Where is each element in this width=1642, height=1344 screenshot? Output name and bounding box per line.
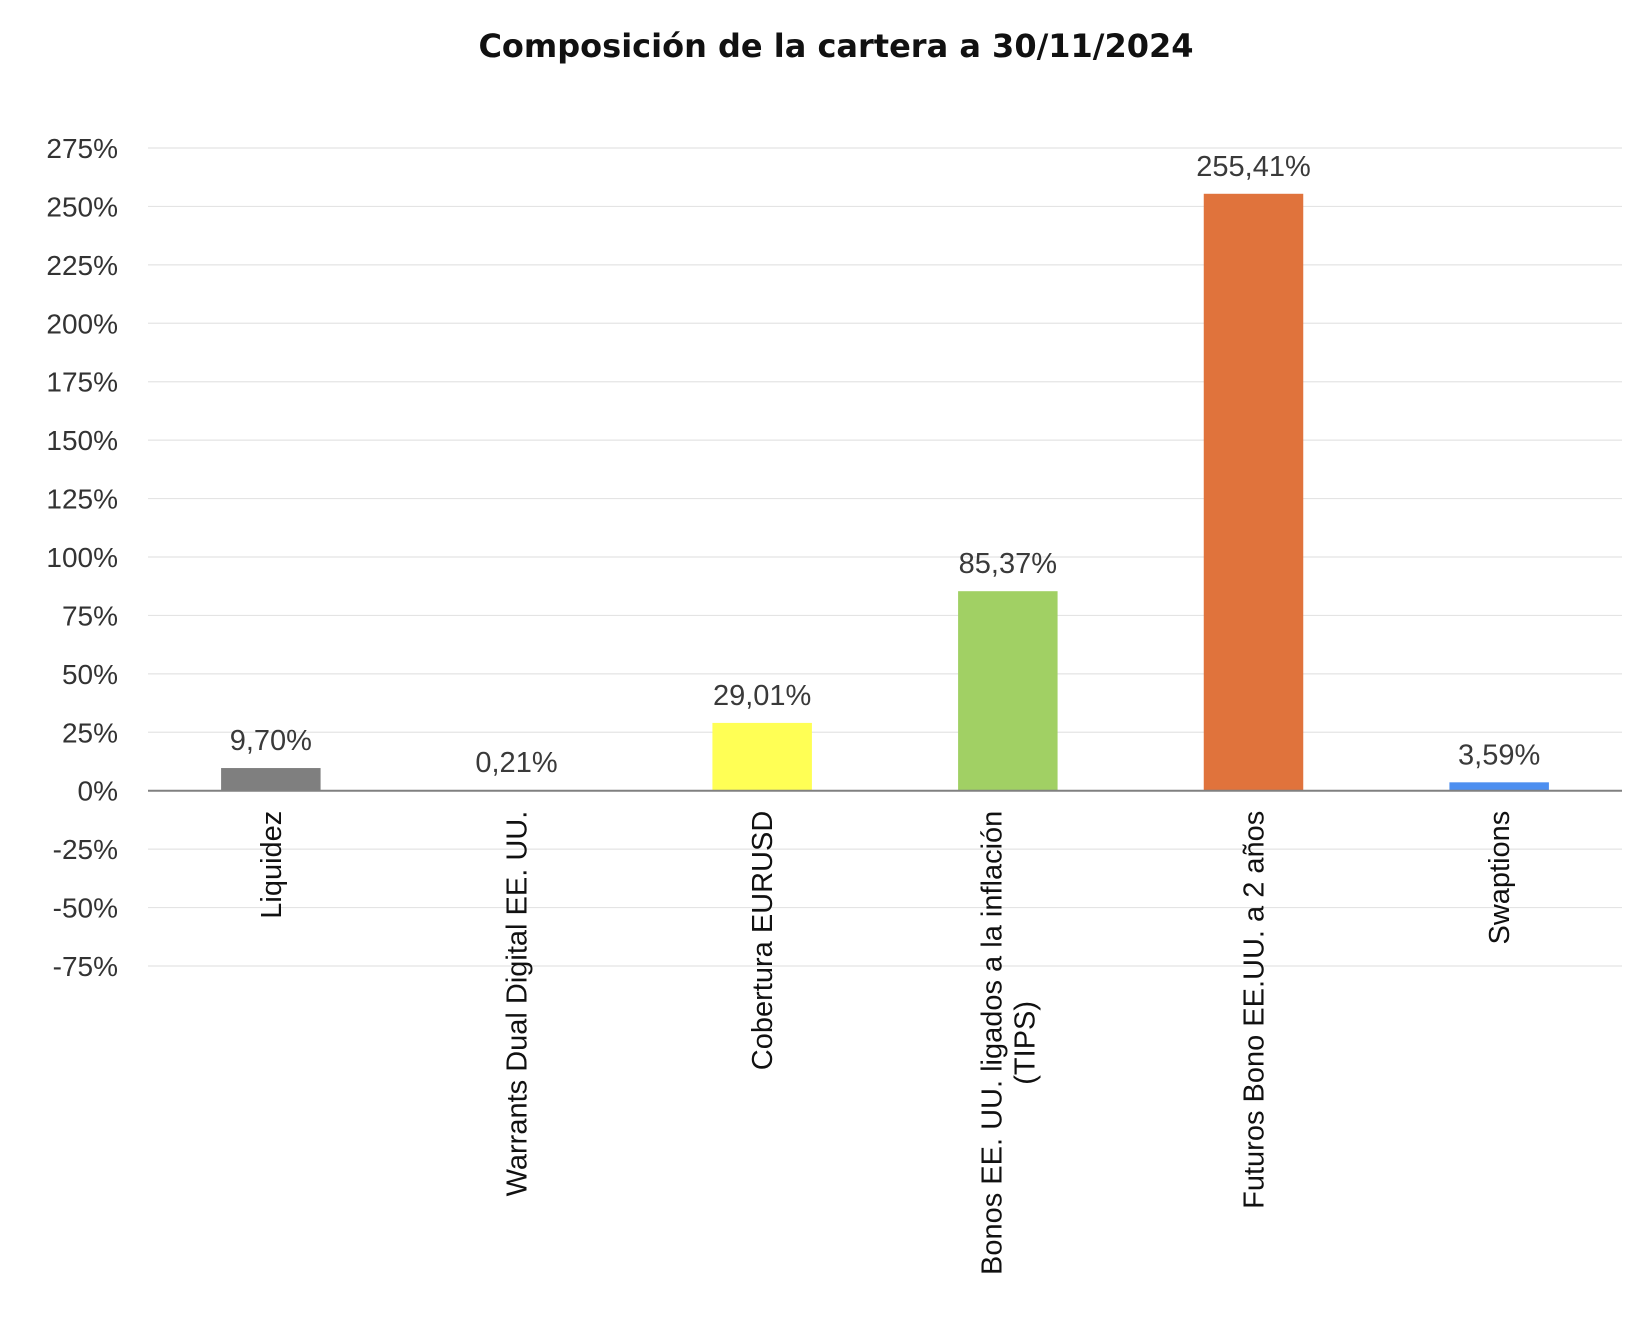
category-label-line: Liquidez bbox=[256, 811, 288, 919]
data-label: 29,01% bbox=[713, 680, 811, 712]
y-tick-label: 25% bbox=[62, 717, 118, 748]
y-tick-label: 225% bbox=[46, 250, 118, 281]
chart-title: Composición de la cartera a 30/11/2024 bbox=[478, 27, 1193, 65]
y-tick-label: 0% bbox=[78, 776, 118, 807]
category-label: Bonos EE. UU. ligados a la inflación (TIP… bbox=[976, 811, 1041, 1275]
y-tick-label: 125% bbox=[46, 484, 118, 515]
y-tick-label: 75% bbox=[62, 600, 118, 631]
bar bbox=[1203, 193, 1304, 791]
data-label: 9,70% bbox=[230, 725, 312, 757]
y-tick-label: 150% bbox=[46, 425, 118, 456]
gridlines bbox=[148, 147, 1622, 967]
category-label: Liquidez bbox=[256, 811, 288, 919]
bar bbox=[712, 722, 812, 791]
y-tick-label: -50% bbox=[53, 893, 118, 924]
data-labels: 9,70% 0,21% 29,01% 85,37% 255,41% 3,59% bbox=[230, 151, 1541, 779]
data-label: 85,37% bbox=[959, 548, 1057, 580]
category-label: Futuros Bono EE.UU. a 2 años bbox=[1239, 811, 1271, 1209]
data-label: 255,41% bbox=[1196, 151, 1311, 183]
y-tick-label: 200% bbox=[46, 308, 118, 339]
category-label-line: Cobertura EURUSD bbox=[747, 811, 779, 1070]
bar bbox=[1449, 782, 1549, 791]
y-axis-tick-labels: -75% -50% -25% 0% 25% 50% 75% 100% 125% 150% 175% 2… bbox=[46, 133, 118, 982]
category-label-line: Swaptions bbox=[1484, 811, 1516, 945]
category-label-line: Bonos EE. UU. ligados a la inflación bbox=[976, 811, 1008, 1275]
category-label: Swaptions bbox=[1484, 811, 1516, 945]
category-labels: Liquidez Warrants Dual Digital EE. UU. Cob… bbox=[256, 811, 1516, 1275]
category-label: Cobertura EURUSD bbox=[747, 811, 779, 1070]
category-label-line: Warrants Dual Digital EE. UU. bbox=[502, 811, 534, 1197]
y-tick-label: -25% bbox=[53, 834, 118, 865]
y-tick-label: -75% bbox=[53, 951, 118, 982]
category-label: Warrants Dual Digital EE. UU. bbox=[502, 811, 534, 1197]
y-tick-label: 175% bbox=[46, 367, 118, 398]
data-label: 3,59% bbox=[1458, 739, 1540, 771]
y-tick-label: 250% bbox=[46, 191, 118, 222]
data-label: 0,21% bbox=[475, 747, 557, 779]
y-tick-label: 50% bbox=[62, 659, 118, 690]
y-tick-label: 275% bbox=[46, 133, 118, 164]
bars bbox=[221, 193, 1549, 791]
y-tick-label: 100% bbox=[46, 542, 118, 573]
bar bbox=[958, 591, 1058, 791]
category-label-line: (TIPS) bbox=[1009, 1001, 1041, 1085]
category-label-line: Futuros Bono EE.UU. a 2 años bbox=[1239, 811, 1271, 1209]
bar bbox=[221, 768, 321, 791]
